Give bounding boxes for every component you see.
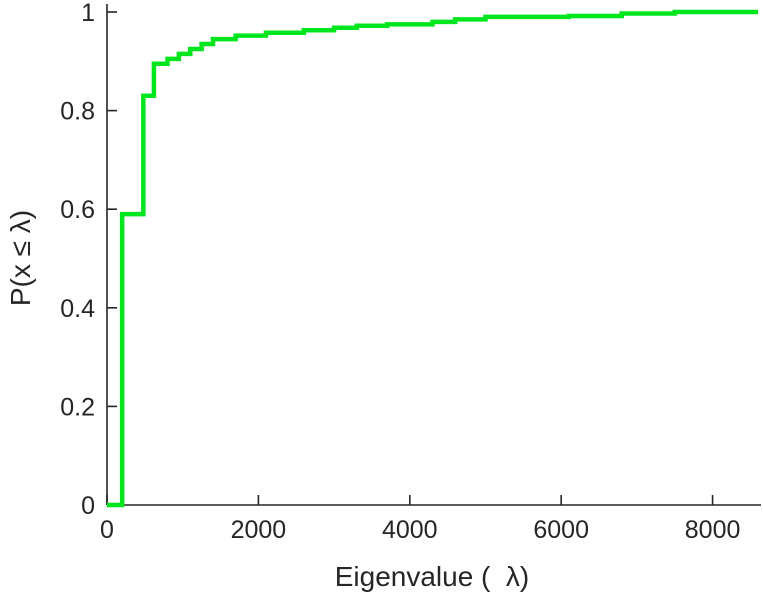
y-tick-label: 0.8 (60, 98, 95, 126)
y-tick-label: 0.4 (60, 295, 95, 323)
cdf-step-line (107, 9, 758, 508)
x-tick-label: 8000 (685, 516, 741, 544)
x-tick-label: 6000 (533, 516, 589, 544)
x-tick-label: 4000 (382, 516, 438, 544)
x-axis-label: Eigenvalue ( λ) (335, 561, 530, 592)
axes: 0 2000 4000 6000 8000 0 0.2 0.4 0.6 0.8 1 (60, 0, 761, 544)
y-tick-label: 0.6 (60, 196, 95, 224)
x-tick-label: 2000 (231, 516, 287, 544)
y-axis-label: P(x ≤ λ) (5, 210, 36, 306)
cdf-series (107, 9, 758, 508)
x-tick-label: 0 (100, 516, 114, 544)
y-tick-label: 1 (81, 0, 95, 27)
y-tick-label: 0.2 (60, 393, 95, 421)
y-tick-label: 0 (81, 492, 95, 520)
